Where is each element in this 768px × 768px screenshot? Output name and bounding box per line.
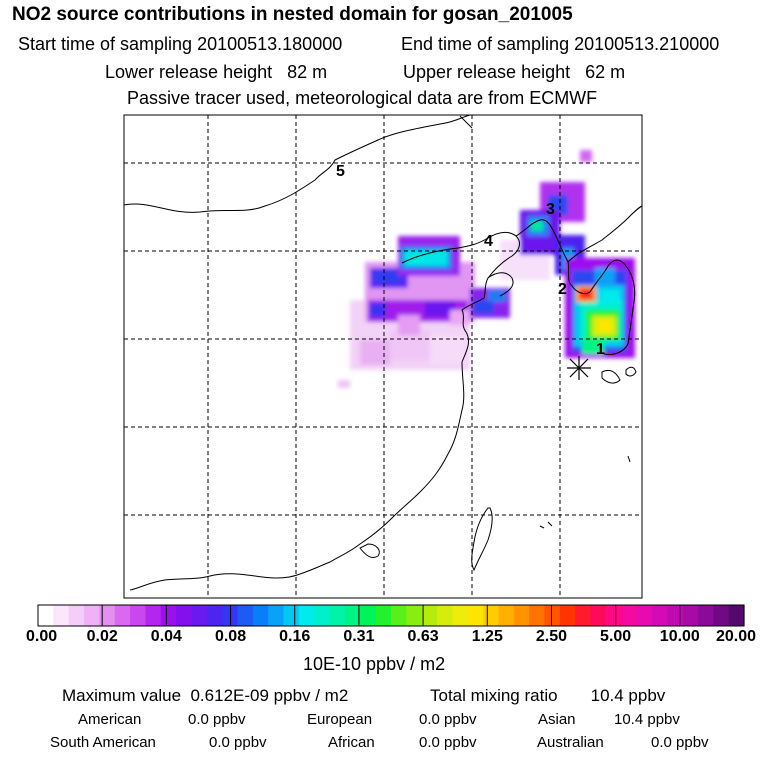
point-label-4: 4 [484, 233, 493, 250]
region-asian-name: Asian [538, 711, 576, 728]
colorbar-tick-label: 0.00 [26, 628, 58, 645]
colorbar-cell [344, 605, 361, 626]
colorbar-cell [498, 605, 515, 626]
colorbar-cell [529, 605, 546, 626]
colorbar-cell [314, 605, 331, 626]
colorbar-tick-label: 0.63 [407, 628, 439, 645]
point-label-5: 5 [336, 163, 345, 180]
colorbar-cell [544, 605, 561, 626]
colorbar-cell [467, 605, 484, 626]
colorbar-tick-label: 0.08 [214, 628, 247, 645]
colorbar-tick-label: 20.00 [715, 628, 757, 645]
colorbar-cell [452, 605, 469, 626]
region-south-american-value: 0.0 ppbv [209, 734, 267, 751]
colorbar-cell [38, 605, 54, 626]
colorbar-tick-label: 0.31 [343, 628, 375, 645]
colorbar-cell [682, 605, 699, 626]
tracer-note: Passive tracer used, meteorological data… [127, 88, 598, 108]
plot-title: NO2 source contributions in nested domai… [12, 4, 573, 25]
colorbar-cell [252, 605, 269, 626]
colorbar-tick-label: 0.02 [86, 628, 118, 645]
colorbar-cell [559, 605, 576, 626]
colorbar-cell [99, 605, 116, 626]
region-south-american-name: South American [50, 734, 156, 751]
concentration-field [338, 150, 635, 388]
upper-release-label: Upper release height 62 m [403, 62, 626, 82]
colorbar-cell [268, 605, 285, 626]
colorbar-cell [590, 605, 607, 626]
colorbar-cell [360, 605, 377, 626]
map-frame [123, 114, 643, 599]
colorbar-cell [406, 605, 423, 626]
colorbar-cell [513, 605, 530, 626]
coastlines [124, 115, 642, 591]
colorbar-cell [160, 605, 177, 626]
max-value-label: Maximum value 0.612E-09 ppbv / m2 [62, 686, 349, 705]
colorbar-tick-label: 10.00 [659, 628, 700, 645]
colorbar-units: 10E-10 ppbv / m2 [303, 654, 446, 674]
point-label-3: 3 [546, 201, 555, 218]
region-asian-value: 10.4 ppbv [614, 711, 680, 728]
colorbar-tick-label: 0.04 [150, 628, 182, 645]
colorbar-cell [145, 605, 162, 626]
colorbar-cell [206, 605, 223, 626]
colorbar [38, 605, 745, 626]
colorbar-cell [713, 605, 730, 626]
receptor-marker [567, 356, 591, 380]
start-time-label: Start time of sampling 20100513.180000 [18, 34, 343, 54]
colorbar-cell [421, 605, 438, 626]
colorbar-cell [483, 605, 500, 626]
region-american-value: 0.0 ppbv [188, 711, 246, 728]
region-australian-value: 0.0 ppbv [651, 734, 709, 751]
colorbar-tick-label: 2.50 [535, 628, 568, 645]
colorbar-cell [114, 605, 131, 626]
colorbar-cell [329, 605, 346, 626]
colorbar-cell [728, 605, 745, 626]
colorbar-cell [621, 605, 638, 626]
colorbar-cell [130, 605, 147, 626]
total-mixing-ratio-label: Total mixing ratio 10.4 ppbv [430, 686, 666, 705]
colorbar-cell [375, 605, 392, 626]
colorbar-cell [283, 605, 300, 626]
region-european-value: 0.0 ppbv [419, 711, 477, 728]
region-european-name: European [307, 711, 373, 728]
colorbar-cell [575, 605, 592, 626]
colorbar-cell [191, 605, 208, 626]
colorbar-cell [53, 605, 70, 626]
colorbar-cell [667, 605, 684, 626]
colorbar-cell [84, 605, 100, 626]
colorbar-cell [636, 605, 653, 626]
colorbar-cell [176, 605, 193, 626]
region-african-value: 0.0 ppbv [419, 734, 477, 751]
colorbar-cell [697, 605, 714, 626]
lower-release-label: Lower release height 82 m [105, 62, 328, 82]
colorbar-cell [605, 605, 622, 626]
colorbar-cell [391, 605, 407, 626]
colorbar-tick-label: 1.25 [471, 628, 503, 645]
colorbar-cell [68, 605, 85, 626]
region-american-name: American [78, 711, 142, 728]
region-african-name: African [328, 734, 375, 751]
colorbar-cell [237, 605, 254, 626]
point-label-2: 2 [558, 281, 567, 298]
region-australian-name: Australian [537, 734, 604, 751]
graticule [124, 115, 642, 598]
colorbar-tick-label: 0.16 [279, 628, 311, 645]
point-label-1: 1 [596, 341, 605, 358]
colorbar-cell [298, 605, 315, 626]
colorbar-cell [437, 605, 453, 626]
end-time-label: End time of sampling 20100513.210000 [401, 34, 720, 54]
colorbar-cell [651, 605, 668, 626]
colorbar-tick-label: 5.00 [600, 628, 632, 645]
